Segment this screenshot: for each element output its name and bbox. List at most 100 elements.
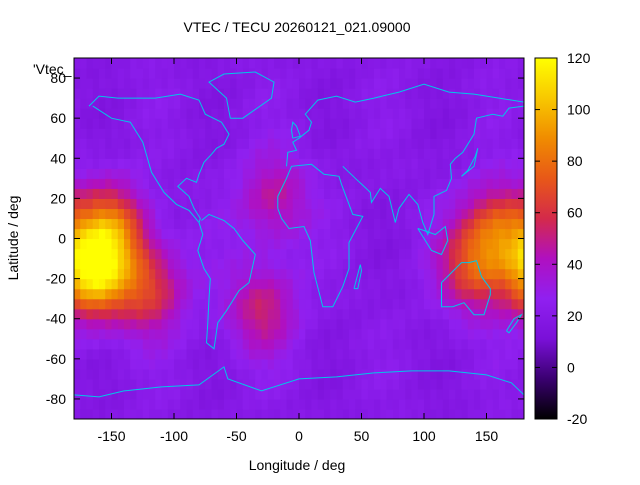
heatmap-cell: [361, 408, 369, 419]
heatmap-cell: [342, 118, 350, 129]
heatmap-cell: [180, 368, 188, 380]
heatmap-cell: [180, 188, 188, 199]
heatmap-cell: [417, 348, 425, 360]
heatmap-cell: [86, 128, 94, 139]
heatmap-cell: [505, 198, 513, 210]
heatmap-cell: [124, 198, 131, 210]
heatmap-cell: [442, 328, 450, 340]
heatmap-cell: [86, 118, 94, 129]
heatmap-cell: [342, 148, 350, 159]
heatmap-cell: [349, 188, 356, 199]
heatmap-cell: [511, 338, 519, 350]
heatmap-cell: [286, 248, 294, 260]
heatmap-cell: [155, 368, 163, 380]
heatmap-cell: [436, 88, 444, 99]
heatmap-cell: [274, 68, 281, 79]
heatmap-cell: [380, 408, 388, 419]
heatmap-cell: [480, 358, 488, 370]
heatmap-cell: [242, 108, 250, 119]
heatmap-cell: [461, 78, 469, 89]
heatmap-cell: [142, 78, 150, 89]
heatmap-cell: [192, 248, 200, 260]
heatmap-cell: [442, 188, 450, 199]
heatmap-cell: [392, 298, 400, 310]
heatmap-cell: [211, 298, 219, 310]
heatmap-cell: [342, 88, 350, 99]
heatmap-cell: [286, 358, 294, 370]
heatmap-cell: [161, 148, 169, 159]
heatmap-cell: [267, 358, 275, 370]
heatmap-cell: [355, 258, 363, 270]
heatmap-cell: [424, 148, 431, 159]
heatmap-cell: [449, 408, 456, 419]
heatmap-cell: [361, 388, 369, 400]
heatmap-cell: [474, 178, 481, 189]
heatmap-cell: [286, 128, 294, 139]
heatmap-cell: [442, 158, 450, 169]
heatmap-cell: [92, 88, 100, 99]
heatmap-cell: [155, 298, 163, 310]
heatmap-cell: [305, 408, 313, 419]
heatmap-cell: [267, 248, 275, 260]
heatmap-cell: [386, 388, 394, 400]
heatmap-cell: [386, 198, 394, 210]
heatmap-cell: [111, 198, 119, 210]
heatmap-cell: [267, 78, 275, 89]
heatmap-cell: [517, 388, 524, 400]
heatmap-cell: [517, 178, 524, 189]
heatmap-cell: [474, 68, 481, 79]
heatmap-cell: [249, 238, 256, 250]
heatmap-cell: [317, 278, 325, 290]
heatmap-cell: [511, 108, 519, 119]
heatmap-cell: [236, 148, 244, 159]
heatmap-cell: [324, 168, 331, 179]
heatmap-cell: [511, 58, 519, 69]
coastline: [417, 225, 449, 256]
heatmap-cell: [205, 128, 213, 139]
heatmap-cell: [380, 388, 388, 400]
heatmap-cell: [330, 118, 338, 129]
heatmap-cell: [199, 358, 206, 370]
heatmap-cell: [367, 258, 375, 270]
heatmap-cell: [86, 308, 94, 320]
heatmap-cell: [124, 368, 131, 380]
heatmap-cell: [286, 108, 294, 119]
heatmap-cell: [105, 158, 113, 169]
heatmap-cell: [136, 118, 144, 129]
heatmap-cell: [205, 198, 213, 210]
heatmap-cell: [249, 58, 256, 69]
heatmap-cell: [517, 218, 524, 230]
heatmap-cell: [430, 118, 438, 129]
heatmap-cell: [192, 138, 200, 149]
heatmap-cell: [86, 278, 94, 290]
x-tick-label: 150: [475, 428, 499, 444]
heatmap-cell: [92, 168, 100, 179]
heatmap-cell: [136, 288, 144, 300]
heatmap-cell: [336, 228, 344, 240]
heatmap-cell: [92, 138, 100, 149]
heatmap-cell: [405, 188, 413, 199]
heatmap-cell: [99, 158, 106, 169]
heatmap-cell: [405, 198, 413, 210]
heatmap-cell: [449, 168, 456, 179]
heatmap-cell: [436, 148, 444, 159]
heatmap-cell: [386, 318, 394, 330]
heatmap-cell: [111, 78, 119, 89]
heatmap-cell: [474, 108, 481, 119]
heatmap-cell: [92, 78, 100, 89]
heatmap-cell: [192, 268, 200, 280]
heatmap-cell: [261, 258, 269, 270]
heatmap-cell: [517, 258, 524, 270]
heatmap-cell: [386, 378, 394, 390]
heatmap-cell: [461, 328, 469, 340]
heatmap-cell: [267, 158, 275, 169]
heatmap-cell: [230, 298, 238, 310]
heatmap-cell: [311, 398, 319, 410]
heatmap-cell: [474, 118, 481, 129]
heatmap-cell: [92, 158, 100, 169]
heatmap-cell: [374, 348, 381, 360]
heatmap-cell: [330, 248, 338, 260]
heatmap-cell: [449, 158, 456, 169]
heatmap-cell: [411, 138, 419, 149]
heatmap-cell: [236, 178, 244, 189]
